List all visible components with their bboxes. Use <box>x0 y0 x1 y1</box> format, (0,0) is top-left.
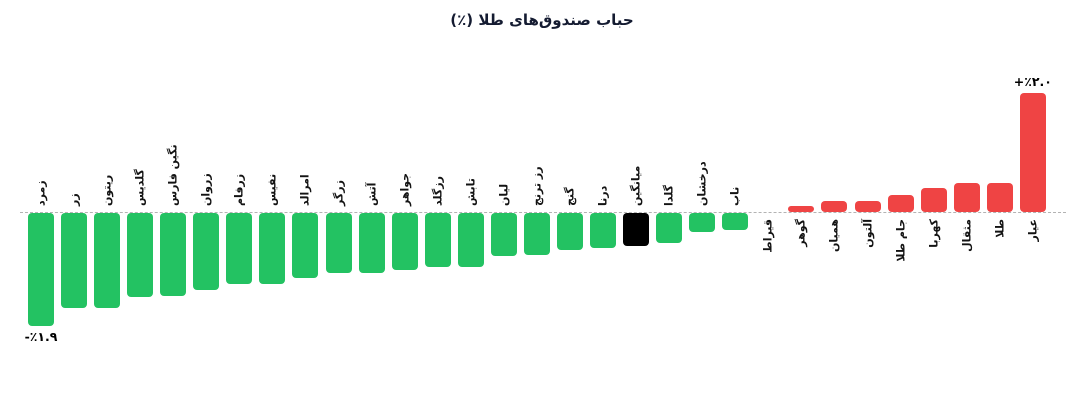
bar-label: طلا <box>993 219 1007 238</box>
axis-baseline <box>20 212 1066 213</box>
bar-label: رزگلد <box>431 176 445 206</box>
bar <box>358 212 385 273</box>
value-label: +٪۲.۰ <box>1013 74 1052 89</box>
bar <box>920 188 947 212</box>
bar-label: مثقال <box>960 219 974 252</box>
bar <box>722 212 749 230</box>
bar-label: زروان <box>199 173 213 206</box>
bar <box>226 212 253 284</box>
value-label: -٪۱.۹ <box>24 329 58 344</box>
bar <box>854 201 881 212</box>
bar-label: کهربا <box>927 219 941 248</box>
bar-label: تابش <box>464 178 478 206</box>
bar <box>28 212 54 326</box>
bar-label: نگین فارس <box>166 144 180 206</box>
bar-label: گلدیس <box>133 169 147 206</box>
bar-label: زر <box>67 193 81 206</box>
bar-label: قیراط <box>761 219 775 253</box>
bar <box>292 212 319 278</box>
bar-label: آلتون <box>861 219 874 248</box>
bar <box>193 212 220 290</box>
bar-label: نفیس <box>265 173 279 206</box>
bar-label: زرفام <box>232 173 246 206</box>
bar <box>556 212 583 250</box>
bar-label: گوهر <box>794 219 808 247</box>
bar-label: امرالد <box>298 174 312 206</box>
bar <box>325 212 352 273</box>
bar-label: گنج <box>563 187 577 206</box>
bar-label: گلدا <box>662 184 676 206</box>
bar-label: درخشان <box>695 161 709 206</box>
bar <box>490 212 517 256</box>
bar <box>590 212 617 248</box>
bar-label: عیار <box>1026 219 1040 242</box>
bar <box>986 183 1013 212</box>
bar <box>160 212 187 296</box>
bar <box>656 212 683 243</box>
bar <box>887 195 914 212</box>
bar <box>788 206 815 212</box>
bar <box>1019 93 1046 212</box>
bar-label: ناب <box>728 186 742 206</box>
bar <box>424 212 451 267</box>
bar-label: لیان <box>497 183 511 206</box>
chart-title: حباب صندوق‌های طلا (٪) <box>450 11 634 29</box>
bar <box>61 212 88 308</box>
bar-label: همیان <box>827 219 841 253</box>
bar <box>94 212 121 308</box>
bar-label: رز ترنج <box>530 166 544 206</box>
bar-label: درنا <box>596 185 610 206</box>
bar-label: جام طلا <box>894 219 908 262</box>
bar-label: ریتون <box>100 174 114 206</box>
bar <box>391 212 418 270</box>
bar <box>689 212 716 232</box>
bar-label: جواهر <box>398 172 412 206</box>
bar <box>821 201 848 212</box>
bar <box>523 212 550 255</box>
bar-label: زرگر <box>332 180 346 206</box>
bar <box>259 212 286 284</box>
bar <box>127 212 154 297</box>
bar-label: زمرد <box>34 180 48 206</box>
bar-label: میانگین <box>629 165 643 206</box>
bar-label: آتش <box>365 182 379 206</box>
bar-mean <box>623 212 650 246</box>
bar <box>953 183 980 212</box>
bar <box>457 212 484 267</box>
